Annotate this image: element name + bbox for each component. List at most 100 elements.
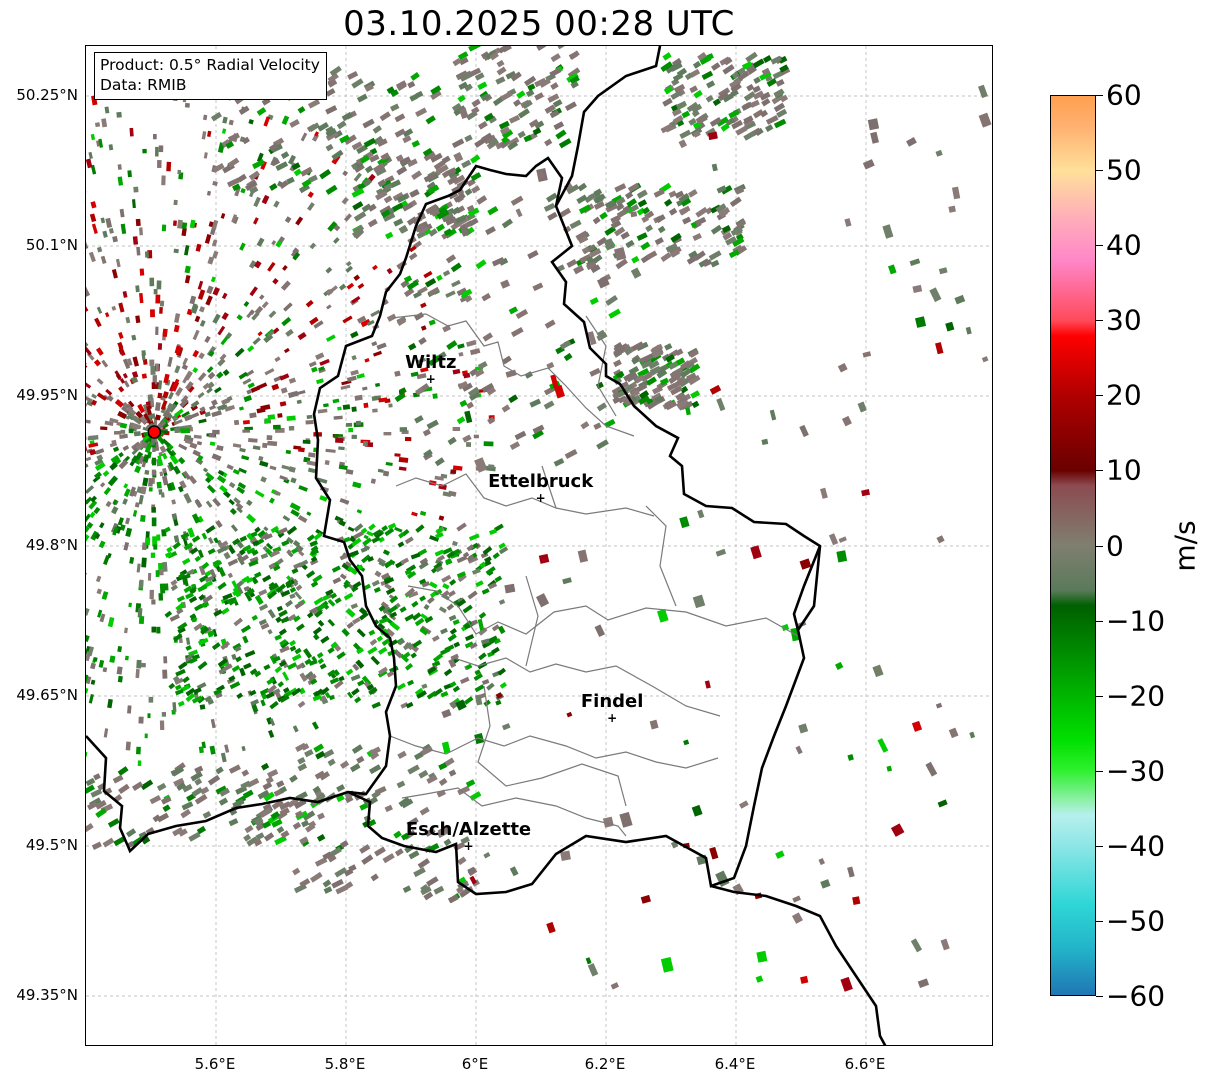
radar-echo <box>90 133 96 141</box>
radar-echo <box>124 655 129 661</box>
radar-echo <box>174 427 181 434</box>
radar-echo <box>579 253 592 264</box>
radar-echo <box>351 687 360 696</box>
radar-echo <box>438 515 445 521</box>
radar-echo <box>182 676 190 684</box>
radar-echo <box>402 885 412 893</box>
radar-echo <box>119 433 128 439</box>
radar-echo <box>198 594 206 601</box>
radar-echo <box>120 429 126 434</box>
radar-echo <box>466 401 474 410</box>
radar-echo <box>174 365 181 374</box>
radar-echo <box>650 344 662 355</box>
radar-echo <box>141 373 147 379</box>
radar-echo <box>387 605 398 614</box>
radar-echo <box>798 723 809 734</box>
radar-echo <box>229 404 235 410</box>
radar-echo <box>156 626 161 634</box>
radar-echo <box>100 426 108 431</box>
radar-echo <box>389 179 401 189</box>
radar-echo <box>222 116 228 124</box>
radar-echo <box>577 182 588 192</box>
radar-echo <box>148 477 154 487</box>
radar-echo <box>235 502 244 510</box>
radar-echo <box>497 625 506 635</box>
radar-echo <box>351 406 357 412</box>
radar-echo <box>323 403 329 408</box>
radar-echo <box>142 358 148 365</box>
radar-echo <box>517 108 530 119</box>
radar-echo <box>201 131 207 140</box>
radar-site-marker[interactable] <box>147 425 161 439</box>
radar-echo <box>136 246 141 256</box>
radar-echo <box>277 681 285 688</box>
radar-echo <box>448 658 457 668</box>
radar-echo <box>131 836 144 847</box>
radar-echo <box>420 745 434 756</box>
radar-echo <box>90 201 97 209</box>
radar-echo <box>99 613 106 623</box>
radar-echo <box>266 435 273 441</box>
radar-echo <box>293 798 307 810</box>
radar-echo <box>261 301 269 309</box>
radar-echo <box>363 137 377 148</box>
radar-echo <box>528 118 540 128</box>
radar-echo <box>631 255 640 264</box>
radar-echo <box>246 499 253 507</box>
radar-echo <box>292 252 301 261</box>
radar-echo <box>86 419 91 424</box>
radar-echo <box>363 534 369 540</box>
radar-echo <box>615 258 628 270</box>
radar-echo <box>706 80 716 89</box>
radar-echo <box>475 259 487 270</box>
radar-echo <box>398 387 407 395</box>
radar-echo <box>297 763 308 772</box>
radar-echo <box>376 138 388 147</box>
radar-echo <box>722 231 733 241</box>
radar-echo <box>611 386 623 396</box>
radar-echo <box>309 242 317 250</box>
radar-echo <box>549 109 560 119</box>
radar-echo <box>423 604 430 611</box>
radar-echo <box>347 526 355 532</box>
radar-echo <box>623 373 633 382</box>
radar-echo <box>197 280 204 290</box>
radar-map[interactable] <box>85 45 993 1046</box>
radar-echo <box>345 881 354 889</box>
radar-echo <box>295 216 304 226</box>
radar-echo <box>93 657 98 662</box>
radar-echo <box>173 324 180 333</box>
radar-echo <box>336 120 347 130</box>
radar-echo <box>456 571 466 579</box>
radar-echo <box>840 976 853 992</box>
radar-echo <box>619 811 633 828</box>
colorbar-tick-label-4: 20 <box>1106 378 1142 412</box>
radar-echo <box>206 484 216 494</box>
radar-echo <box>307 98 321 109</box>
radar-echo <box>534 120 545 130</box>
radar-echo <box>441 709 452 719</box>
radar-echo <box>434 549 445 557</box>
radar-echo <box>663 198 673 207</box>
radar-echo <box>111 506 119 515</box>
radar-echo <box>215 520 223 529</box>
radar-echo <box>147 394 153 399</box>
radar-echo <box>312 694 322 702</box>
radar-echo <box>89 213 97 223</box>
radar-echo <box>315 750 326 760</box>
radar-echo <box>684 361 695 370</box>
radar-echo <box>397 750 407 760</box>
radar-echo <box>258 589 268 596</box>
radar-echo <box>434 475 445 481</box>
radar-echo <box>285 449 292 455</box>
radar-echo <box>164 610 173 618</box>
radar-echo <box>234 645 242 653</box>
radar-echo <box>464 83 473 92</box>
radar-echo <box>198 637 209 646</box>
radar-echo <box>268 142 279 152</box>
radar-echo <box>610 214 622 224</box>
radar-echo <box>433 885 445 895</box>
radar-echo <box>101 359 109 368</box>
radar-echo <box>382 853 395 864</box>
radar-echo <box>468 46 481 52</box>
